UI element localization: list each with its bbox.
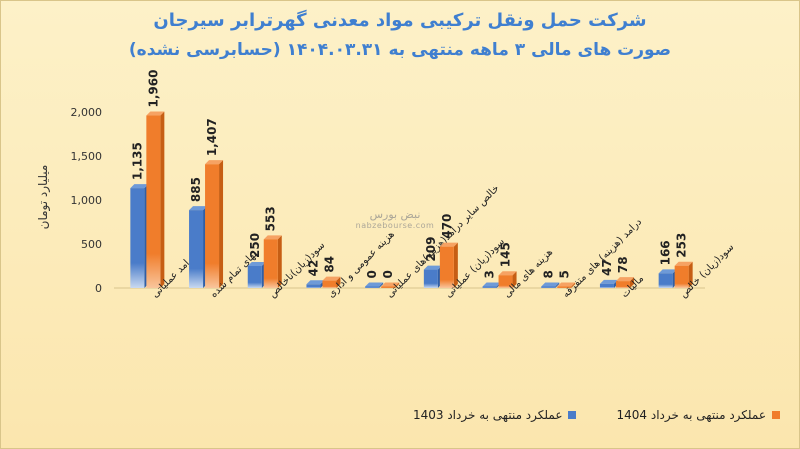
data-label: 1,960 <box>146 70 160 108</box>
bar-1404 <box>674 265 689 288</box>
bar-1404 <box>205 164 220 288</box>
bar-1403 <box>658 273 673 288</box>
bar-top-1404 <box>498 271 517 276</box>
bar-top-1403 <box>599 279 618 284</box>
y-tick-label: 2,000 <box>71 106 103 119</box>
bar-top-1404 <box>674 261 693 266</box>
bar-top-1403 <box>189 206 208 211</box>
data-label: 250 <box>248 233 262 258</box>
data-label: 145 <box>499 242 513 267</box>
bar-1404 <box>498 275 513 288</box>
legend: عملکرد منتهی به خرداد 1404 عملکرد منتهی … <box>360 408 780 422</box>
bar-side-1404 <box>219 160 224 288</box>
bar-1403 <box>423 269 438 288</box>
bar-1403 <box>365 286 380 288</box>
legend-item-1404: عملکرد منتهی به خرداد 1404 <box>616 408 780 422</box>
bar-top-1404 <box>615 277 634 282</box>
bar-top-1403 <box>482 282 501 287</box>
bar-1403 <box>247 266 262 288</box>
bar-1403 <box>130 188 145 288</box>
data-label: 885 <box>189 177 203 202</box>
bar-side-1404 <box>688 261 693 288</box>
data-label: 0 <box>381 270 395 278</box>
bar-1403 <box>599 283 614 288</box>
bar-side-1403 <box>555 282 560 288</box>
watermark-logo: نبض بورس nabzebourse.com <box>345 208 445 230</box>
bar-1404 <box>381 286 396 288</box>
data-label: 209 <box>424 237 438 262</box>
bar-top-1404 <box>322 276 341 281</box>
legend-label-1403: عملکرد منتهی به خرداد 1403 <box>412 408 563 422</box>
legend-swatch-1404 <box>772 411 780 419</box>
bar-top-1403 <box>130 184 149 189</box>
data-label: 42 <box>306 260 320 277</box>
y-tick-label: 500 <box>81 238 102 251</box>
data-label: 1,135 <box>130 142 144 180</box>
data-label: 47 <box>600 259 614 276</box>
bar-side-1404 <box>512 271 517 288</box>
y-tick-label: 1,000 <box>71 194 103 207</box>
data-label: 3 <box>483 270 497 278</box>
data-label: 8 <box>541 270 555 278</box>
watermark-brand: نبض بورس <box>369 208 421 221</box>
bar-1403 <box>541 286 556 288</box>
bar-1403 <box>306 284 321 288</box>
bar-side-1404 <box>160 111 165 289</box>
data-label: 84 <box>322 256 336 273</box>
bar-side-1403 <box>379 282 384 288</box>
data-label: 470 <box>440 214 454 239</box>
legend-label-1404: عملکرد منتهی به خرداد 1404 <box>616 408 766 422</box>
bar-top-1404 <box>205 160 224 165</box>
bar-side-1404 <box>277 235 282 288</box>
bar-top-1404 <box>263 235 282 240</box>
data-label: 5 <box>557 270 571 278</box>
bar-1404 <box>146 115 161 289</box>
bar-top-1403 <box>247 262 266 266</box>
bar-top-1403 <box>541 282 560 287</box>
bar-1403 <box>189 210 204 288</box>
bar-1403 <box>482 286 497 288</box>
bar-side-1404 <box>453 242 458 288</box>
chart-title: شرکت حمل ونقل ترکیبی مواد معدنی گهرترابر… <box>153 10 647 31</box>
data-label: 166 <box>659 240 673 265</box>
bar-top-1404 <box>381 282 400 287</box>
bar-top-1404 <box>439 242 458 247</box>
bar-1404 <box>322 280 337 288</box>
y-tick-label: 0 <box>95 282 102 295</box>
bar-1404 <box>615 281 630 288</box>
watermark-site: nabzebourse.com <box>355 221 435 230</box>
bar-top-1404 <box>557 282 576 287</box>
bar-side-1404 <box>336 276 341 288</box>
bar-1404 <box>263 239 278 288</box>
bar-top-1403 <box>658 269 677 274</box>
bar-top-1404 <box>146 111 165 116</box>
data-label: 553 <box>264 206 278 231</box>
bar-side-1404 <box>629 277 634 288</box>
bar-side-1404 <box>395 282 400 288</box>
chart-subtitle: صورت های مالی ۳ ماهه منتهی به ۱۴۰۴.۰۳.۳۱… <box>128 40 672 60</box>
legend-swatch-1403 <box>568 411 577 419</box>
bar-top-1403 <box>423 265 442 270</box>
bar-top-1403 <box>306 280 325 285</box>
data-label: 1,407 <box>205 118 219 156</box>
bar-1404 <box>557 286 572 288</box>
data-label: 253 <box>675 233 689 258</box>
legend-item-1403: عملکرد منتهی به خرداد 1403 <box>413 408 577 422</box>
y-tick-label: 1,500 <box>71 150 103 163</box>
bar-top-1403 <box>365 282 384 287</box>
bar-1404 <box>439 246 454 288</box>
data-label: 78 <box>616 256 630 273</box>
bar-side-1404 <box>571 282 576 288</box>
data-label: 0 <box>365 270 379 278</box>
